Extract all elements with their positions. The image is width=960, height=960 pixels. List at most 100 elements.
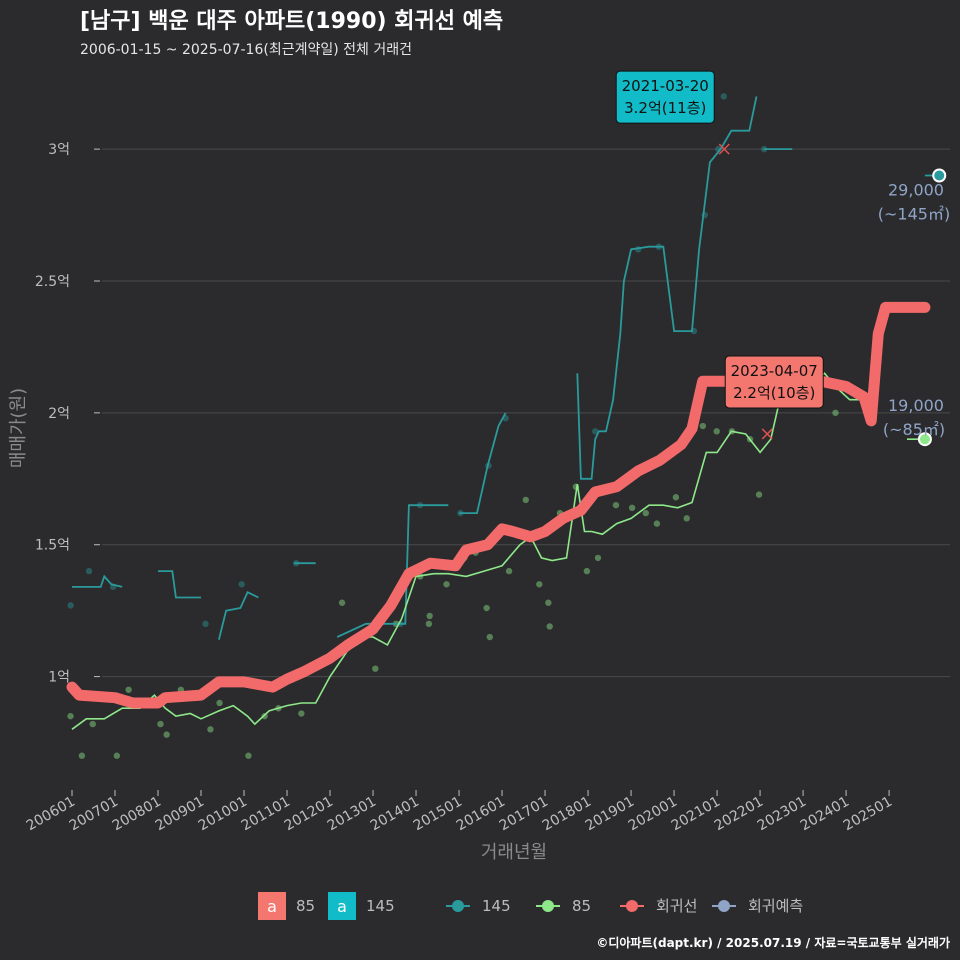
x-tick-label: 201801 xyxy=(540,794,594,835)
series-145-line xyxy=(459,413,506,513)
chart-subtitle: 2006-01-15 ~ 2025-07-16(최근계약일) 전체 거래건 xyxy=(80,42,412,58)
scatter-point-85 xyxy=(643,510,649,516)
series-145-line xyxy=(577,96,756,478)
y-axis-title: 매매가(원) xyxy=(8,388,29,468)
legend-line-dot xyxy=(626,900,638,912)
scatter-point-85 xyxy=(426,613,432,619)
x-tick-label: 201201 xyxy=(282,794,336,835)
annotation-value: 3.2억(11층) xyxy=(624,99,706,117)
scatter-points xyxy=(67,93,838,759)
scatter-point-85 xyxy=(714,428,720,434)
scatter-point-85 xyxy=(125,687,131,693)
scatter-point-85 xyxy=(443,581,449,587)
x-tick-label: 201701 xyxy=(497,794,551,835)
prediction-area: (~145㎡) xyxy=(878,204,950,223)
annotation-marker xyxy=(762,429,772,439)
y-axis-ticks: 1억 1.5억 2억 2.5억 3억 xyxy=(35,142,100,685)
x-tick-label: 200801 xyxy=(110,794,164,835)
x-tick-label: 201101 xyxy=(239,794,293,835)
scatter-point-85 xyxy=(90,721,96,727)
y-tick-label: 2.5억 xyxy=(35,274,70,290)
y-tick-label: 1억 xyxy=(48,670,70,686)
x-tick-label: 201601 xyxy=(454,794,508,835)
scatter-point-145 xyxy=(238,581,244,587)
scatter-point-85 xyxy=(157,721,163,727)
y-tick-label: 2억 xyxy=(48,406,70,422)
x-axis-ticks: 2006012007012008012009012010012011012012… xyxy=(24,790,895,834)
y-tick-label: 1.5억 xyxy=(35,538,70,554)
x-tick-label: 201001 xyxy=(196,794,250,835)
scatter-point-85 xyxy=(372,665,378,671)
x-tick-label: 202301 xyxy=(755,794,809,835)
scatter-point-85 xyxy=(298,710,304,716)
legend-key-letter: a xyxy=(267,897,277,916)
scatter-point-85 xyxy=(684,515,690,521)
y-tick-label: 3억 xyxy=(48,142,70,158)
scatter-point-85 xyxy=(546,623,552,629)
legend-line-dot xyxy=(718,900,730,912)
legend-key-letter: a xyxy=(337,897,347,916)
scatter-point-85 xyxy=(629,505,635,511)
scatter-point-85 xyxy=(654,520,660,526)
scatter-point-85 xyxy=(584,568,590,574)
legend-key-label: 145 xyxy=(366,897,395,915)
scatter-point-85 xyxy=(487,634,493,640)
x-tick-label: 200901 xyxy=(153,794,207,835)
scatter-point-85 xyxy=(506,568,512,574)
caption: ©디아파트(dapt.kr) / 2025.07.19 / 자료=국토교통부 실… xyxy=(596,935,950,950)
series-145-line xyxy=(219,592,259,640)
chart-title: [남구] 백운 대주 아파트(1990) 회귀선 예측 xyxy=(80,9,503,34)
x-tick-label: 202101 xyxy=(669,794,723,835)
scatter-point-85 xyxy=(79,753,85,759)
scatter-point-85 xyxy=(832,410,838,416)
x-tick-label: 200701 xyxy=(67,794,121,835)
x-tick-label: 202401 xyxy=(798,794,852,835)
gridlines xyxy=(102,149,950,676)
scatter-point-85 xyxy=(216,700,222,706)
scatter-point-85 xyxy=(245,753,251,759)
scatter-point-145 xyxy=(67,602,73,608)
scatter-point-145 xyxy=(721,93,727,99)
scatter-point-145 xyxy=(86,568,92,574)
scatter-point-85 xyxy=(207,726,213,732)
scatter-point-85 xyxy=(700,423,706,429)
legend-line-label: 회귀예측 xyxy=(748,897,803,915)
x-tick-label: 201301 xyxy=(325,794,379,835)
legend: a 85 a 145 145 85 회귀선 회귀예측 xyxy=(258,892,803,920)
scatter-point-85 xyxy=(163,731,169,737)
x-tick-label: 202201 xyxy=(712,794,766,835)
legend-line-dot xyxy=(542,900,554,912)
x-tick-label: 201901 xyxy=(583,794,637,835)
legend-key-label: 85 xyxy=(296,897,315,915)
x-tick-label: 201401 xyxy=(368,794,422,835)
x-tick-label: 200601 xyxy=(24,794,78,835)
scatter-point-85 xyxy=(483,605,489,611)
legend-line-label: 85 xyxy=(572,897,591,915)
scatter-point-85 xyxy=(756,491,762,497)
scatter-point-85 xyxy=(595,555,601,561)
scatter-point-85 xyxy=(67,713,73,719)
scatter-point-85 xyxy=(545,600,551,606)
series-145-line xyxy=(72,576,122,587)
annotation-date: 2023-04-07 xyxy=(731,362,818,380)
annotation-value: 2.2억(10층) xyxy=(733,384,815,402)
annotation-date: 2021-03-20 xyxy=(622,77,709,95)
x-tick-label: 202501 xyxy=(841,794,895,835)
scatter-point-85 xyxy=(339,600,345,606)
scatter-point-85 xyxy=(536,581,542,587)
prediction-value: 19,000 xyxy=(888,396,944,415)
scatter-point-145 xyxy=(202,621,208,627)
scatter-point-85 xyxy=(114,753,120,759)
prediction-area: (~85㎡) xyxy=(883,420,945,439)
prediction-value: 29,000 xyxy=(888,180,944,199)
scatter-point-85 xyxy=(523,497,529,503)
legend-line-dot xyxy=(452,900,464,912)
x-tick-label: 202001 xyxy=(626,794,680,835)
legend-line-label: 회귀선 xyxy=(656,897,697,915)
scatter-point-85 xyxy=(673,494,679,500)
x-axis-title: 거래년월 xyxy=(481,842,547,863)
scatter-point-85 xyxy=(426,621,432,627)
series-145-line xyxy=(158,571,201,597)
legend-line-label: 145 xyxy=(482,897,511,915)
